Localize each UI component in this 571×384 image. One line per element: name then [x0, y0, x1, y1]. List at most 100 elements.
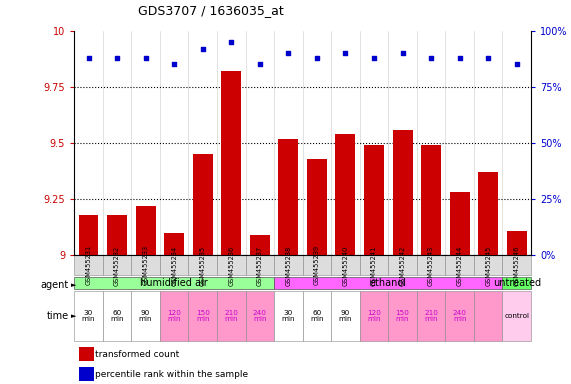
Bar	[303, 255, 331, 275]
Point	[398, 50, 407, 56]
Bar	[474, 291, 502, 341]
Point	[284, 50, 293, 56]
Text: GSM455237: GSM455237	[257, 245, 263, 286]
Text: humidified air: humidified air	[140, 278, 208, 288]
Text: GSM455239: GSM455239	[314, 245, 320, 285]
Bar	[278, 139, 298, 255]
Text: 60
min: 60 min	[110, 310, 124, 322]
Text: GSM455242: GSM455242	[400, 245, 405, 286]
Bar	[74, 255, 103, 275]
Bar	[274, 255, 303, 275]
Bar	[388, 255, 417, 275]
Text: GSM455234: GSM455234	[171, 245, 177, 286]
Text: GSM455233: GSM455233	[143, 245, 148, 285]
Bar	[131, 255, 160, 275]
Bar	[192, 154, 212, 255]
Bar	[250, 235, 270, 255]
Text: control: control	[504, 313, 529, 319]
Bar	[135, 206, 155, 255]
Text: percentile rank within the sample: percentile rank within the sample	[95, 370, 248, 379]
Text: GSM455236: GSM455236	[228, 245, 234, 286]
Text: GSM455238: GSM455238	[286, 245, 291, 286]
Text: GSM455246: GSM455246	[514, 245, 520, 286]
Text: GSM455235: GSM455235	[200, 245, 206, 286]
Bar	[131, 291, 160, 341]
Bar	[445, 255, 474, 275]
Bar	[393, 129, 412, 255]
Bar	[79, 367, 94, 381]
Text: 150
min: 150 min	[396, 310, 409, 322]
Point	[341, 50, 350, 56]
Bar	[188, 255, 217, 275]
Point	[84, 55, 93, 61]
Bar	[74, 277, 274, 289]
Point	[227, 39, 236, 45]
Bar	[160, 255, 188, 275]
Bar	[164, 233, 184, 255]
Point	[455, 55, 464, 61]
Bar	[246, 291, 274, 341]
Bar	[79, 347, 94, 361]
Text: time: time	[46, 311, 69, 321]
Bar	[188, 291, 217, 341]
Bar	[274, 277, 502, 289]
Bar	[502, 291, 531, 341]
Text: GSM455243: GSM455243	[428, 245, 434, 286]
Text: ►: ►	[71, 282, 77, 288]
Bar	[79, 215, 99, 255]
Text: GSM455231: GSM455231	[86, 245, 91, 285]
Point	[141, 55, 150, 61]
Bar	[221, 71, 241, 255]
Text: 210
min: 210 min	[424, 310, 438, 322]
Bar	[246, 255, 274, 275]
Bar	[417, 291, 445, 341]
Bar	[274, 291, 303, 341]
Text: 120
min: 120 min	[367, 310, 381, 322]
Bar	[217, 291, 246, 341]
Text: GSM455241: GSM455241	[371, 245, 377, 286]
Bar	[303, 291, 331, 341]
Bar	[331, 291, 360, 341]
Text: 240
min: 240 min	[253, 310, 267, 322]
Bar	[364, 145, 384, 255]
Text: 120
min: 120 min	[167, 310, 181, 322]
Point	[112, 55, 122, 61]
Text: GSM455232: GSM455232	[114, 245, 120, 286]
Point	[312, 55, 321, 61]
Bar	[331, 255, 360, 275]
Bar	[388, 291, 417, 341]
Point	[512, 61, 521, 68]
Bar	[450, 192, 469, 255]
Bar	[360, 255, 388, 275]
Text: transformed count: transformed count	[95, 350, 179, 359]
Text: GSM455244: GSM455244	[457, 245, 463, 286]
Text: ethanol: ethanol	[370, 278, 407, 288]
Text: ►: ►	[71, 313, 77, 319]
Text: 240
min: 240 min	[453, 310, 467, 322]
Text: 60
min: 60 min	[310, 310, 324, 322]
Bar	[478, 172, 498, 255]
Bar	[417, 255, 445, 275]
Point	[170, 61, 179, 68]
Bar	[335, 134, 355, 255]
Bar	[421, 145, 441, 255]
Bar	[217, 255, 246, 275]
Point	[198, 46, 207, 52]
Point	[484, 55, 493, 61]
Text: untreated: untreated	[493, 278, 541, 288]
Bar	[502, 277, 531, 289]
Bar	[507, 231, 526, 255]
Text: agent: agent	[41, 280, 69, 290]
Bar	[74, 291, 103, 341]
Text: GSM455245: GSM455245	[485, 245, 491, 286]
Text: 90
min: 90 min	[339, 310, 352, 322]
Bar	[360, 291, 388, 341]
Text: 90
min: 90 min	[139, 310, 152, 322]
Bar	[307, 159, 327, 255]
Text: 30
min: 30 min	[282, 310, 295, 322]
Bar	[103, 291, 131, 341]
Bar	[160, 291, 188, 341]
Point	[427, 55, 436, 61]
Bar	[502, 255, 531, 275]
Bar	[107, 215, 127, 255]
